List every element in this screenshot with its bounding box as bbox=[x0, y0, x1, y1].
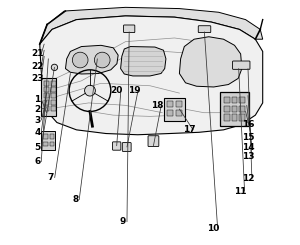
FancyBboxPatch shape bbox=[239, 114, 245, 121]
Text: 12: 12 bbox=[242, 174, 254, 183]
Circle shape bbox=[85, 85, 95, 96]
FancyBboxPatch shape bbox=[124, 25, 135, 33]
FancyBboxPatch shape bbox=[220, 92, 249, 126]
FancyBboxPatch shape bbox=[51, 93, 56, 98]
Text: 18: 18 bbox=[151, 101, 164, 110]
FancyBboxPatch shape bbox=[51, 100, 56, 105]
FancyBboxPatch shape bbox=[44, 142, 48, 146]
FancyBboxPatch shape bbox=[232, 114, 238, 121]
Text: 17: 17 bbox=[183, 125, 196, 134]
FancyBboxPatch shape bbox=[44, 100, 49, 105]
Text: 4: 4 bbox=[34, 128, 41, 137]
FancyBboxPatch shape bbox=[167, 110, 173, 116]
Polygon shape bbox=[179, 37, 242, 87]
FancyBboxPatch shape bbox=[44, 106, 49, 111]
FancyBboxPatch shape bbox=[44, 87, 49, 92]
FancyBboxPatch shape bbox=[164, 98, 185, 121]
Text: 1: 1 bbox=[34, 95, 41, 104]
Text: 11: 11 bbox=[234, 187, 247, 196]
Text: 5: 5 bbox=[34, 143, 41, 151]
Polygon shape bbox=[40, 16, 263, 135]
FancyBboxPatch shape bbox=[41, 131, 55, 150]
FancyBboxPatch shape bbox=[224, 106, 230, 112]
FancyBboxPatch shape bbox=[44, 134, 48, 139]
Text: 6: 6 bbox=[34, 157, 41, 166]
Polygon shape bbox=[65, 45, 118, 74]
FancyBboxPatch shape bbox=[51, 81, 56, 86]
FancyBboxPatch shape bbox=[239, 106, 245, 112]
FancyBboxPatch shape bbox=[51, 87, 56, 92]
FancyBboxPatch shape bbox=[44, 93, 49, 98]
Circle shape bbox=[94, 52, 110, 68]
Circle shape bbox=[51, 64, 58, 71]
Text: 3: 3 bbox=[34, 116, 41, 124]
Text: 21: 21 bbox=[31, 49, 44, 58]
FancyBboxPatch shape bbox=[44, 81, 49, 86]
FancyBboxPatch shape bbox=[51, 106, 56, 111]
Text: 20: 20 bbox=[111, 86, 123, 95]
Text: 15: 15 bbox=[242, 133, 254, 142]
Text: 9: 9 bbox=[120, 217, 126, 226]
FancyBboxPatch shape bbox=[122, 143, 131, 151]
Text: 2: 2 bbox=[34, 105, 41, 113]
FancyBboxPatch shape bbox=[148, 136, 159, 147]
FancyBboxPatch shape bbox=[50, 134, 54, 139]
Text: 10: 10 bbox=[208, 224, 220, 233]
FancyBboxPatch shape bbox=[167, 101, 173, 107]
FancyBboxPatch shape bbox=[176, 101, 182, 107]
Text: 13: 13 bbox=[242, 152, 254, 161]
FancyBboxPatch shape bbox=[232, 97, 238, 103]
FancyBboxPatch shape bbox=[112, 142, 121, 150]
Circle shape bbox=[72, 52, 88, 68]
Text: 14: 14 bbox=[242, 143, 254, 151]
Polygon shape bbox=[121, 47, 166, 76]
Text: 8: 8 bbox=[72, 195, 78, 204]
FancyBboxPatch shape bbox=[232, 106, 238, 112]
Text: 23: 23 bbox=[31, 74, 44, 83]
Text: 22: 22 bbox=[31, 62, 44, 71]
FancyBboxPatch shape bbox=[232, 61, 250, 69]
FancyBboxPatch shape bbox=[198, 26, 211, 33]
FancyBboxPatch shape bbox=[239, 97, 245, 103]
FancyBboxPatch shape bbox=[176, 110, 182, 116]
FancyBboxPatch shape bbox=[224, 114, 230, 121]
Polygon shape bbox=[40, 7, 263, 44]
Text: 19: 19 bbox=[128, 86, 140, 95]
FancyBboxPatch shape bbox=[41, 78, 56, 116]
Text: 16: 16 bbox=[242, 121, 254, 129]
Text: 7: 7 bbox=[48, 173, 54, 182]
FancyBboxPatch shape bbox=[50, 142, 54, 146]
FancyBboxPatch shape bbox=[224, 97, 230, 103]
